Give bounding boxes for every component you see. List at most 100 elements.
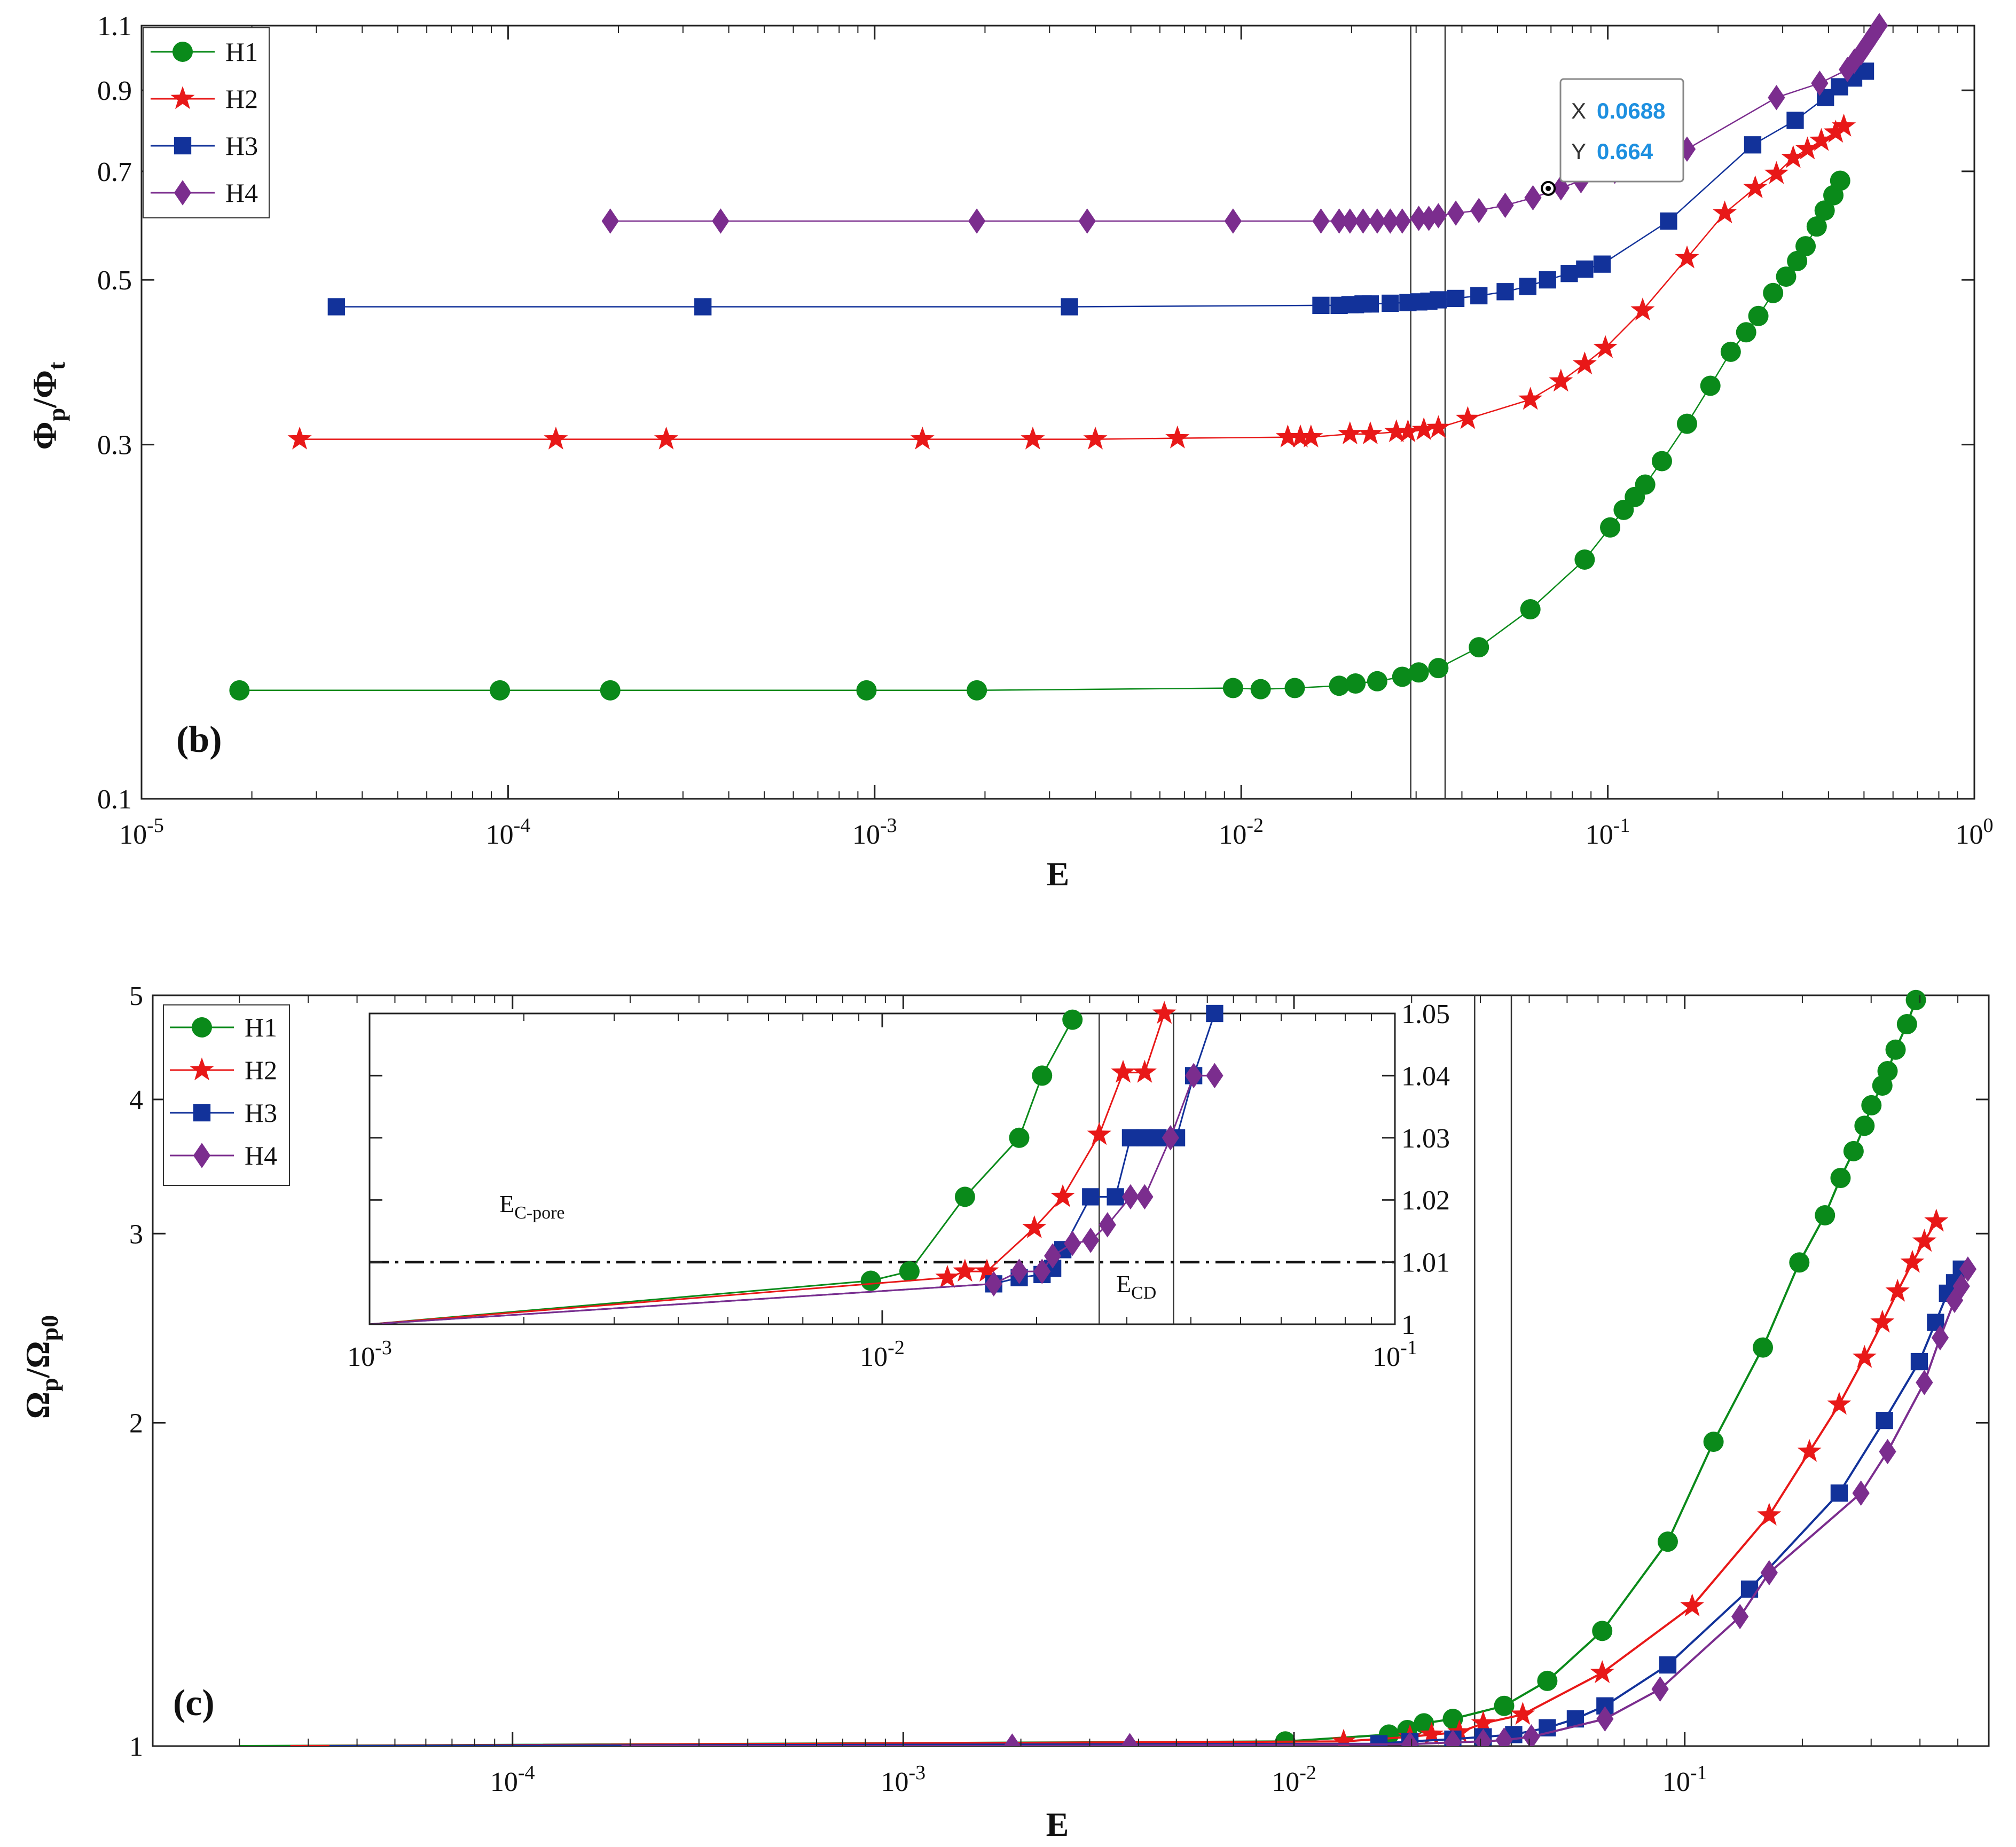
b-series-h2 — [287, 113, 1856, 450]
b-data-point-h2 — [1593, 335, 1618, 358]
i-data-point-h2 — [935, 1264, 960, 1288]
b-data-point-h1 — [1469, 637, 1489, 658]
i-data-point-h4 — [1185, 1063, 1203, 1089]
c-data-point-h2 — [1757, 1503, 1782, 1526]
b-data-point-h1 — [1392, 666, 1413, 687]
i-y-tick-label: 1.05 — [1401, 999, 1450, 1029]
inset-plot-frame — [368, 1012, 1396, 1325]
b-data-point-h1 — [1787, 250, 1808, 271]
datatip-box — [1559, 78, 1684, 183]
legend-marker-h3 — [193, 1104, 211, 1122]
legend-label-h1: H1 — [225, 37, 258, 67]
c-x-tick-label: 10-3 — [881, 1762, 926, 1797]
panel-c-label: (c) — [173, 1683, 215, 1724]
b-data-point-h3 — [327, 298, 345, 316]
c-data-point-h4 — [1651, 1676, 1669, 1702]
b-data-point-h1 — [229, 680, 250, 701]
c-data-point-h1 — [1815, 1205, 1835, 1225]
b-data-point-h3 — [1361, 295, 1379, 313]
b-data-point-h2 — [1411, 417, 1436, 441]
b-data-point-h4 — [1224, 208, 1242, 234]
b-data-point-h3 — [1061, 298, 1078, 316]
b-data-point-h2 — [1823, 120, 1848, 143]
b-data-point-h2 — [1764, 161, 1788, 184]
b-data-point-h1 — [1574, 549, 1595, 570]
legend-label-h2: H2 — [245, 1055, 277, 1085]
i-data-point-h4 — [1206, 1063, 1223, 1089]
b-data-point-h1 — [1806, 216, 1827, 237]
b-data-point-h1 — [1795, 236, 1816, 257]
i-x-tick-label: 10-2 — [860, 1337, 905, 1372]
b-data-point-h4 — [1524, 185, 1542, 211]
datatip-y-label: Y — [1571, 139, 1586, 164]
b-data-point-h2 — [1384, 419, 1409, 443]
c-data-point-h4 — [1596, 1706, 1614, 1732]
datatip-x-value: 0.0688 — [1597, 98, 1665, 123]
b-y-tick-label: 0.5 — [97, 265, 132, 296]
i-y-tick-label: 1.01 — [1401, 1248, 1450, 1278]
c-data-point-h4 — [1731, 1604, 1749, 1630]
b-data-point-h2 — [1395, 419, 1420, 443]
b-data-point-h1 — [1600, 517, 1621, 538]
c-data-point-h4 — [1444, 1730, 1462, 1746]
i-data-point-h4 — [1010, 1259, 1028, 1284]
i-data-point-h4 — [1064, 1230, 1081, 1256]
b-data-point-h3 — [1447, 289, 1465, 308]
panel-b-x-axis-title: E — [1047, 855, 1070, 893]
b-data-point-h4 — [1312, 208, 1330, 234]
panel-c-legend: H1 H2 H3 H4 — [163, 1004, 290, 1186]
b-data-point-h4 — [1341, 208, 1359, 234]
c-data-point-h1 — [1896, 1014, 1917, 1035]
c-data-point-h1 — [1494, 1695, 1515, 1716]
b-y-tick-label: 0.9 — [97, 76, 132, 106]
b-data-point-h1 — [967, 680, 987, 701]
b-data-point-h3 — [1786, 112, 1804, 129]
legend-label-h3: H3 — [225, 131, 258, 161]
legend-marker-h4 — [174, 180, 192, 206]
b-data-point-h3 — [1593, 255, 1611, 273]
i-series-h2 — [370, 1001, 1176, 1324]
b-data-point-h4 — [712, 208, 729, 234]
b-data-point-h1 — [1720, 341, 1741, 362]
c-data-point-h2 — [1870, 1309, 1895, 1333]
c-data-point-h2 — [1680, 1593, 1705, 1616]
c-data-point-h4 — [1931, 1325, 1949, 1350]
b-data-point-h2 — [1795, 136, 1820, 160]
b-data-point-h2 — [1275, 424, 1300, 447]
b-data-point-h4 — [1393, 208, 1411, 234]
panel-b-legend-box — [143, 27, 270, 218]
c-data-point-h4 — [1760, 1560, 1778, 1586]
b-data-point-h3 — [694, 298, 712, 316]
i-data-point-h4 — [985, 1271, 1002, 1297]
c-y-tick-label: 5 — [129, 981, 143, 1011]
i-data-point-h4 — [1121, 1184, 1140, 1210]
b-data-point-h4 — [1420, 206, 1438, 231]
b-data-point-h3 — [1560, 265, 1578, 282]
b-data-point-h2 — [910, 426, 935, 450]
c-data-point-h4 — [1121, 1733, 1139, 1746]
b-data-point-h2 — [1630, 297, 1655, 321]
b-data-point-h1 — [1329, 675, 1350, 696]
b-data-point-h2 — [1338, 421, 1362, 444]
i-data-point-h3 — [1082, 1188, 1100, 1206]
b-data-point-h2 — [1832, 113, 1856, 137]
c-data-point-h2 — [1510, 1702, 1535, 1725]
i-data-point-h1 — [1032, 1065, 1053, 1086]
b-x-tick-label: 10-3 — [852, 814, 897, 850]
legend-marker-h1 — [192, 1017, 212, 1038]
c-data-point-h1 — [1877, 1060, 1898, 1081]
c-data-point-h2 — [1924, 1208, 1949, 1232]
c-y-tick-label: 3 — [129, 1219, 143, 1249]
c-data-point-h1 — [1789, 1252, 1810, 1273]
b-data-point-h4 — [601, 208, 619, 234]
i-data-point-h2 — [1111, 1059, 1135, 1083]
b-data-point-h2 — [287, 426, 312, 450]
c-y-tick-label: 4 — [129, 1085, 143, 1115]
datatip-x-label: X — [1571, 98, 1586, 123]
b-data-point-h4 — [1852, 40, 1870, 66]
b-data-point-h4 — [1870, 13, 1888, 38]
c-data-point-h1 — [1657, 1531, 1678, 1552]
b-data-point-h1 — [1700, 375, 1721, 396]
b-y-tick-label: 0.7 — [97, 157, 132, 187]
b-data-point-h2 — [1165, 425, 1190, 449]
